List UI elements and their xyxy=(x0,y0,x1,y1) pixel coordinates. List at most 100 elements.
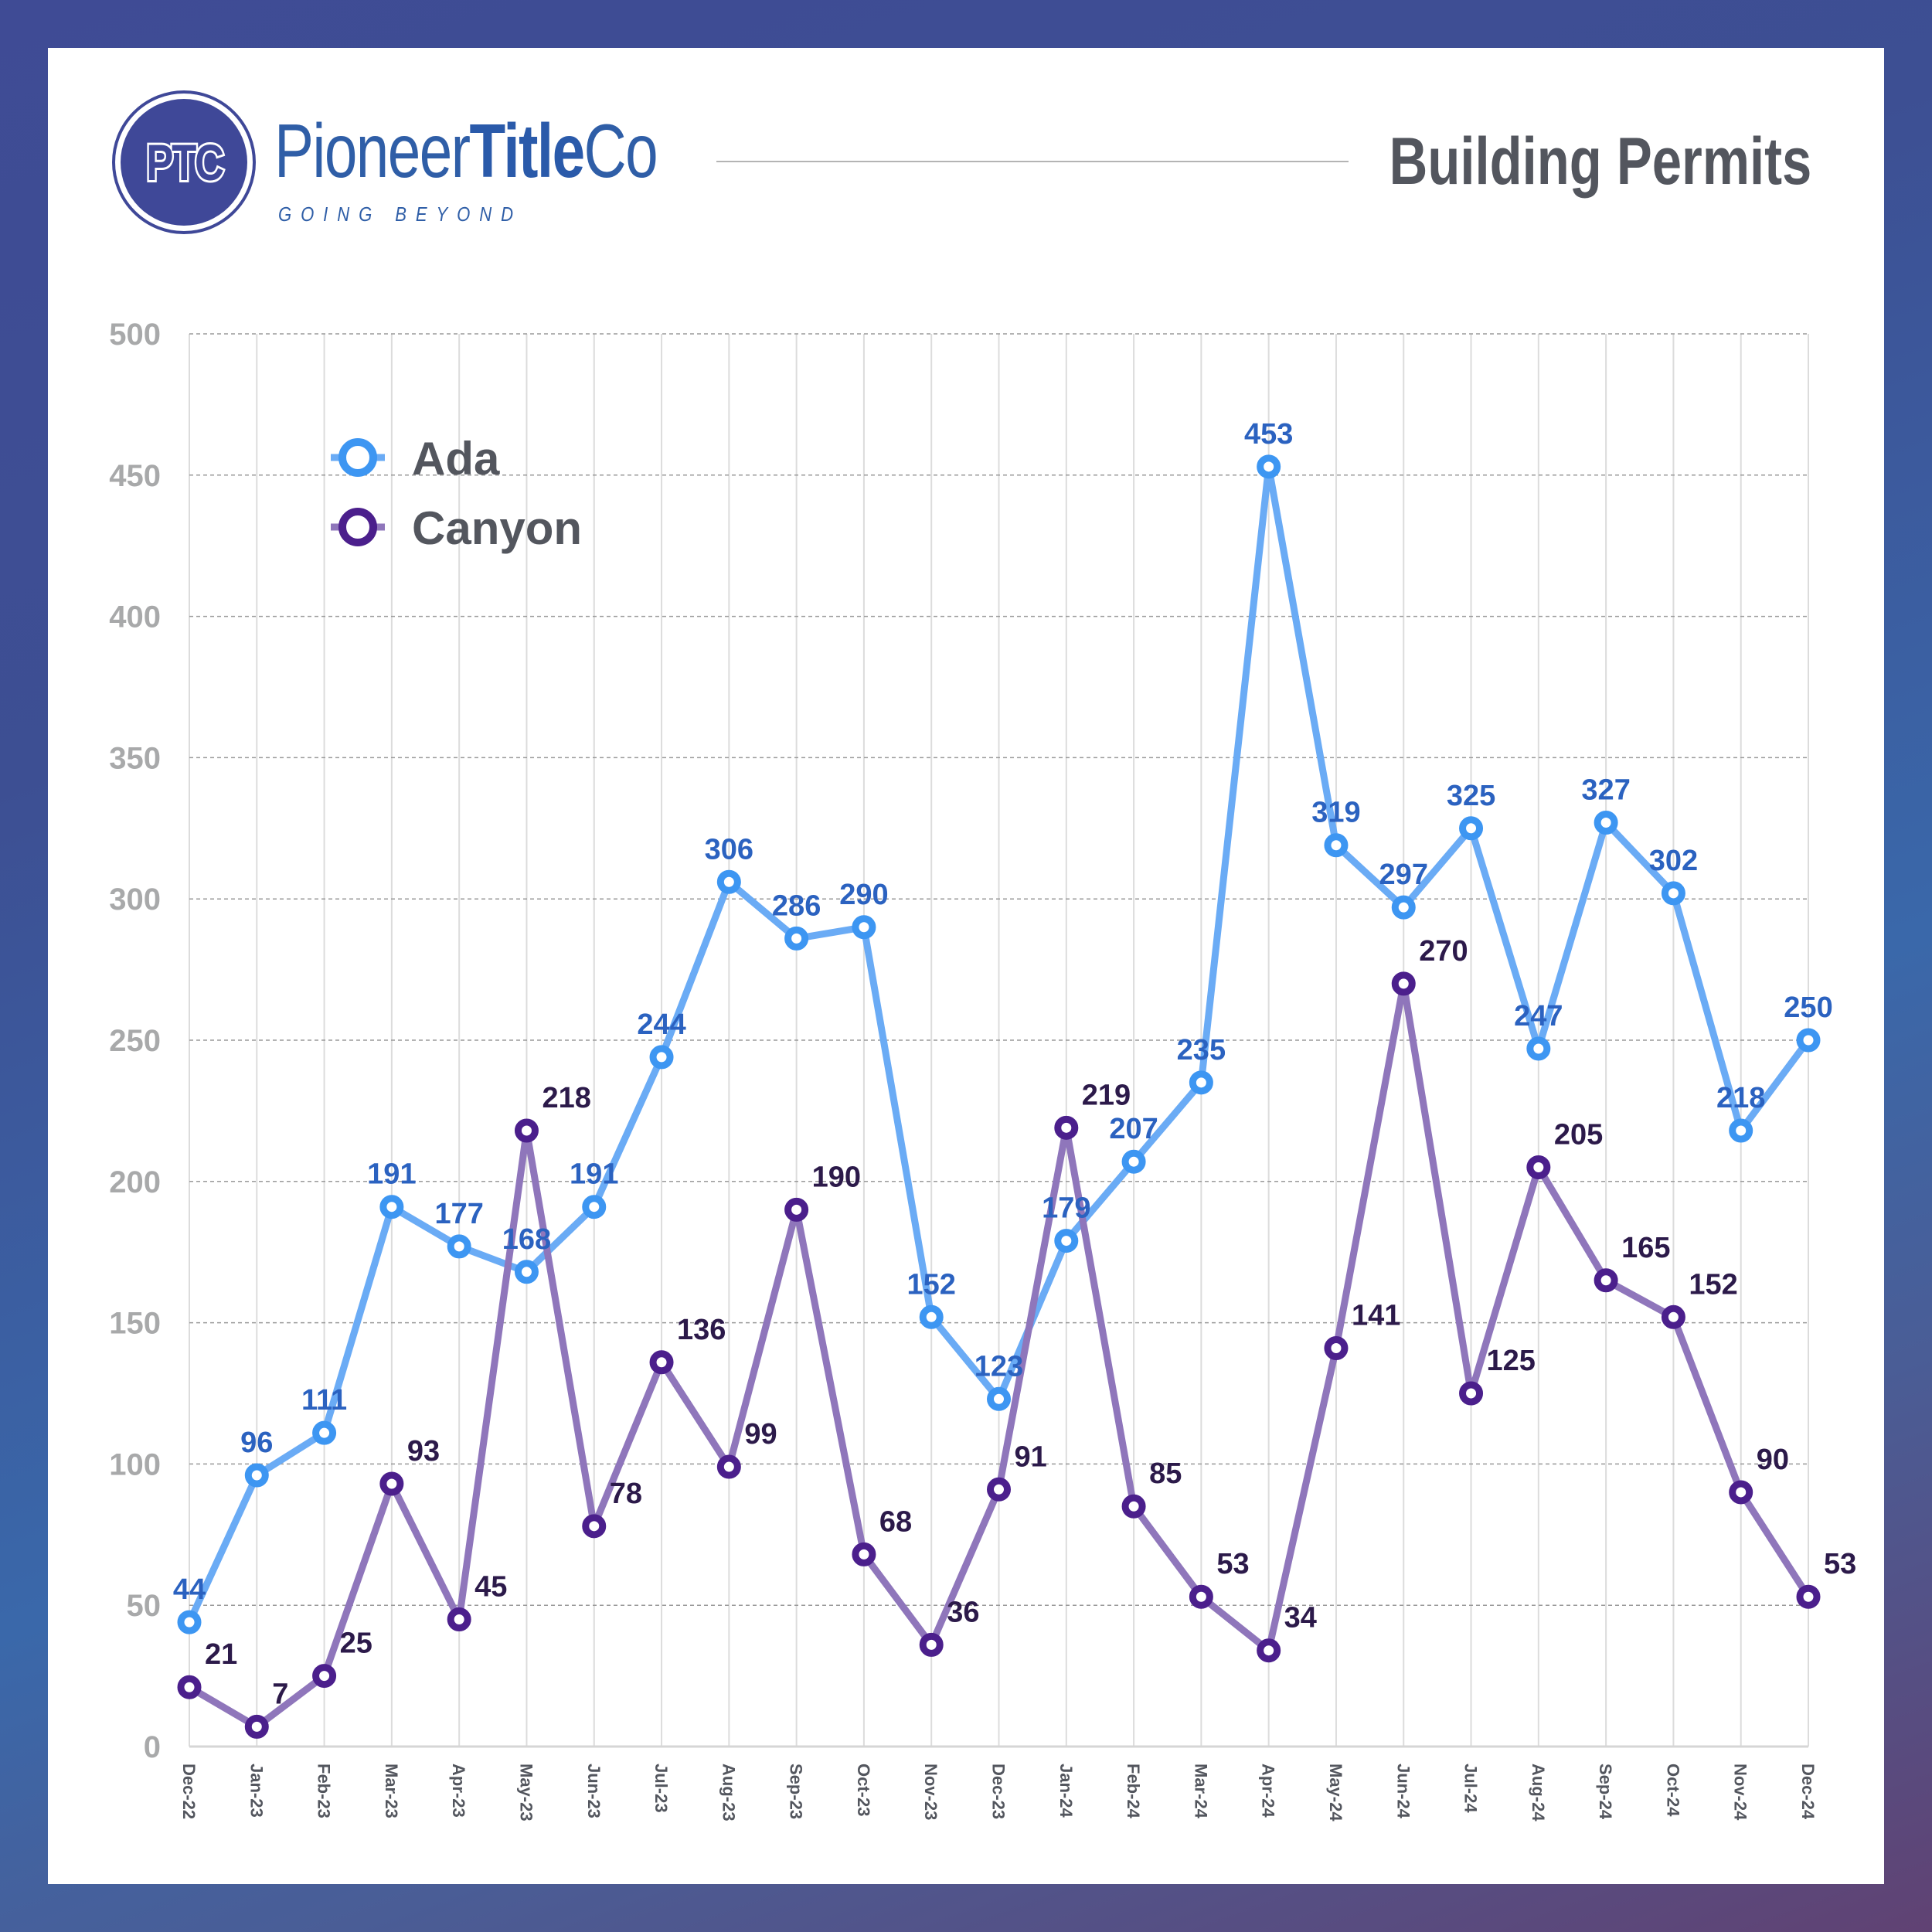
x-tick-label: Mar-24 xyxy=(1191,1764,1210,1819)
x-tick-label: Aug-23 xyxy=(719,1764,738,1821)
data-point-canyon xyxy=(784,1197,809,1222)
x-tick-label: Jul-24 xyxy=(1461,1764,1481,1813)
x-tick-label: Apr-24 xyxy=(1259,1764,1278,1818)
data-label-ada: 96 xyxy=(240,1427,273,1459)
data-point-canyon xyxy=(312,1664,337,1689)
data-label-canyon: 205 xyxy=(1554,1119,1603,1151)
legend: Ada Canyon xyxy=(331,433,582,554)
chart-title: Building Permits xyxy=(1389,124,1811,199)
data-label-canyon: 152 xyxy=(1689,1268,1737,1301)
data-label-ada: 123 xyxy=(975,1350,1023,1383)
data-point-ada xyxy=(379,1195,404,1219)
data-label-canyon: 21 xyxy=(205,1638,237,1671)
data-point-ada xyxy=(1661,881,1685,906)
data-labels: 44 96 111 191 177 168 191 244 306 286 290 152 123 179… xyxy=(173,418,1856,1711)
data-label-canyon: 125 xyxy=(1487,1345,1536,1377)
logo-badge: PTC xyxy=(121,99,247,226)
data-point-ada xyxy=(1459,816,1484,841)
data-point-ada xyxy=(716,869,741,894)
header-divider xyxy=(716,161,1349,162)
data-label-canyon: 7 xyxy=(272,1678,288,1710)
data-label-canyon: 91 xyxy=(1015,1440,1047,1473)
x-tick-label: May-24 xyxy=(1326,1764,1345,1821)
data-point-canyon xyxy=(447,1607,471,1631)
data-point-ada xyxy=(1189,1070,1213,1095)
data-point-canyon xyxy=(852,1542,876,1566)
y-tick-label: 250 xyxy=(109,1024,161,1058)
legend-marker-canyon xyxy=(338,508,377,546)
grid xyxy=(189,333,1809,1748)
data-point-canyon xyxy=(649,1350,674,1375)
legend-label-canyon: Canyon xyxy=(412,502,582,554)
data-point-ada xyxy=(1526,1036,1551,1061)
x-tick-label: Nov-23 xyxy=(921,1764,940,1820)
x-tick-label: Sep-23 xyxy=(787,1764,806,1819)
y-tick-label: 100 xyxy=(109,1447,161,1481)
data-point-ada xyxy=(1729,1118,1753,1143)
x-tick-label: May-23 xyxy=(516,1764,536,1821)
y-tick-label: 50 xyxy=(127,1589,162,1623)
brand-suffix: Co xyxy=(583,108,658,193)
x-tick-label: Apr-23 xyxy=(449,1764,468,1818)
data-point-canyon xyxy=(1729,1480,1753,1505)
data-point-canyon xyxy=(1594,1268,1618,1293)
y-tick-label: 350 xyxy=(109,741,161,775)
data-label-ada: 250 xyxy=(1784,992,1832,1024)
data-point-ada xyxy=(1257,454,1281,479)
y-tick-label: 150 xyxy=(109,1307,161,1341)
data-label-canyon: 141 xyxy=(1352,1300,1400,1332)
y-tick-label: 400 xyxy=(109,600,161,634)
data-point-canyon xyxy=(582,1514,607,1539)
data-label-ada: 244 xyxy=(637,1009,685,1041)
data-label-canyon: 90 xyxy=(1757,1444,1789,1476)
data-label-ada: 319 xyxy=(1311,797,1360,829)
data-point-ada xyxy=(1796,1028,1821,1053)
data-label-ada: 218 xyxy=(1716,1082,1765,1114)
x-tick-label: Oct-24 xyxy=(1663,1764,1682,1817)
y-tick-label: 300 xyxy=(109,883,161,917)
y-tick-label: 0 xyxy=(144,1730,161,1764)
data-label-ada: 207 xyxy=(1109,1113,1158,1145)
ptc-logo: PTC xyxy=(112,90,256,234)
x-tick-label: Aug-24 xyxy=(1529,1764,1548,1821)
data-label-ada: 191 xyxy=(570,1158,618,1191)
data-label-canyon: 85 xyxy=(1149,1458,1182,1490)
y-tick-label: 200 xyxy=(109,1165,161,1199)
data-point-canyon xyxy=(177,1675,202,1699)
x-tick-label: Jun-23 xyxy=(584,1764,604,1818)
data-label-ada: 302 xyxy=(1649,845,1698,877)
data-label-ada: 325 xyxy=(1447,780,1495,812)
data-label-ada: 177 xyxy=(434,1198,483,1230)
data-point-canyon xyxy=(987,1477,1011,1502)
data-label-ada: 44 xyxy=(173,1573,206,1606)
data-point-canyon xyxy=(1054,1115,1079,1140)
data-label-canyon: 45 xyxy=(474,1570,507,1603)
data-label-canyon: 93 xyxy=(407,1435,440,1468)
data-point-canyon xyxy=(1796,1584,1821,1609)
data-label-ada: 327 xyxy=(1581,774,1630,806)
data-point-canyon xyxy=(1324,1336,1349,1361)
data-label-canyon: 136 xyxy=(677,1314,726,1346)
data-label-canyon: 53 xyxy=(1216,1548,1249,1580)
data-point-ada xyxy=(447,1234,471,1259)
brand-name: PioneerTitleCo xyxy=(274,113,658,189)
data-point-ada xyxy=(582,1195,607,1219)
data-label-canyon: 219 xyxy=(1082,1079,1131,1111)
data-point-ada xyxy=(312,1420,337,1445)
x-tick-label: Dec-22 xyxy=(179,1764,199,1819)
data-point-ada xyxy=(919,1304,944,1329)
data-label-canyon: 53 xyxy=(1824,1548,1856,1580)
data-label-ada: 286 xyxy=(772,889,821,922)
data-label-canyon: 36 xyxy=(947,1596,979,1628)
data-point-ada xyxy=(1324,833,1349,858)
data-point-canyon xyxy=(716,1454,741,1479)
legend-marker-ada xyxy=(338,438,377,477)
data-label-ada: 168 xyxy=(502,1223,551,1256)
data-point-canyon xyxy=(244,1714,269,1739)
data-label-canyon: 99 xyxy=(744,1418,777,1451)
data-point-ada xyxy=(514,1260,539,1284)
y-tick-label: 500 xyxy=(109,318,161,352)
data-point-ada xyxy=(1054,1229,1079,1253)
data-label-ada: 306 xyxy=(705,833,753,866)
data-point-canyon xyxy=(1257,1638,1281,1663)
